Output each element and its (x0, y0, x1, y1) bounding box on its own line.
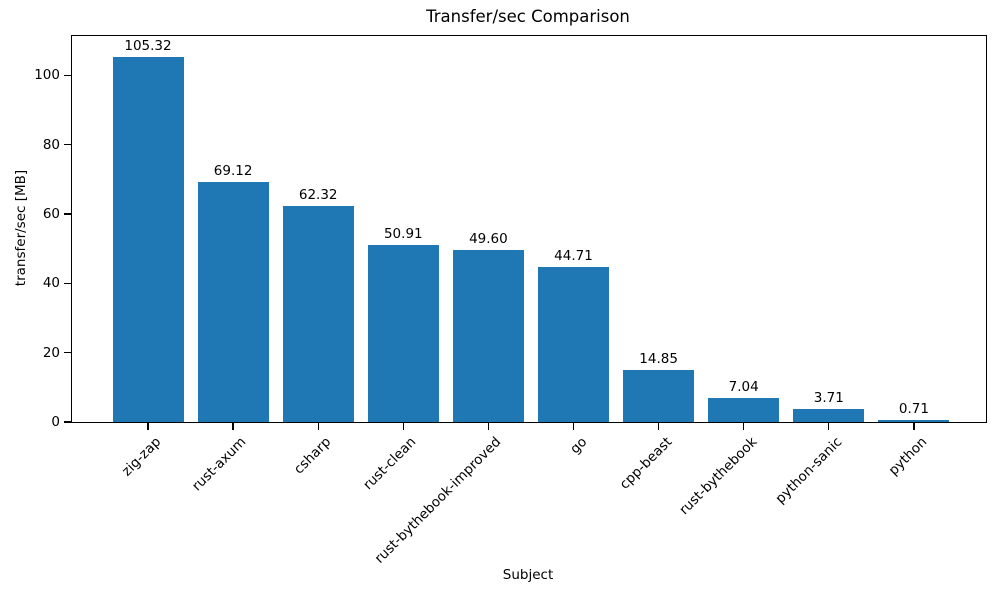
x-tick-mark (147, 423, 149, 431)
y-tick-label: 100 (34, 67, 60, 84)
x-axis-label: Subject (502, 567, 554, 583)
y-tick-mark (63, 421, 71, 423)
bar-go (538, 266, 609, 422)
bar-python-sanic (793, 409, 865, 422)
x-tick-mark (828, 423, 830, 431)
bar-value-label: 62.32 (298, 186, 338, 203)
x-tick-label: rust-bythebook-improved (372, 434, 505, 567)
bar-rust-clean (367, 245, 439, 422)
bar-value-label: 7.04 (728, 378, 759, 395)
x-tick-label: go (566, 434, 590, 458)
x-tick-label: python-sanic (772, 434, 846, 507)
bar-rust-bythebook (708, 397, 780, 422)
x-tick-mark (743, 423, 745, 431)
x-tick-label: cpp-beast (616, 434, 675, 493)
y-tick-label: 80 (42, 136, 60, 153)
x-tick-mark (317, 423, 319, 431)
x-tick-label: rust-axum (189, 434, 250, 495)
x-tick-mark (402, 423, 404, 431)
bar-csharp (282, 205, 354, 422)
bar-value-label: 50.91 (383, 226, 423, 243)
y-tick-mark (63, 143, 71, 146)
bar-rust-axum (197, 182, 269, 422)
x-tick-label: csharp (291, 434, 335, 478)
x-tick-label: rust-clean (360, 434, 420, 494)
x-tick-label: rust-bythebook (675, 434, 761, 519)
bar-value-label: 69.12 (213, 163, 253, 180)
bar-python (878, 419, 950, 422)
bar-value-label: 3.71 (813, 390, 844, 407)
y-tick-mark (63, 213, 71, 215)
bar-value-label: 14.85 (639, 351, 678, 368)
bar-zig-zap (112, 56, 184, 422)
bar-rust-bythebook-improved (452, 249, 524, 422)
bar-value-label: 0.71 (898, 400, 929, 417)
chart-title: Transfer/sec Comparison (426, 7, 630, 26)
y-tick-label: 40 (42, 275, 60, 292)
x-tick-mark (572, 423, 575, 431)
bar-value-label: 44.71 (554, 247, 593, 264)
x-tick-label: python (885, 434, 931, 479)
y-tick-label: 60 (42, 205, 60, 222)
y-tick-mark (63, 74, 71, 76)
x-tick-label: zig-zap (118, 434, 165, 480)
bar-value-label: 105.32 (124, 37, 172, 54)
y-tick-mark (63, 282, 71, 284)
bar-value-label: 49.60 (469, 230, 508, 247)
x-tick-mark (657, 423, 660, 431)
y-tick-label: 0 (51, 414, 60, 430)
x-tick-mark (487, 423, 490, 431)
x-tick-mark (232, 423, 234, 431)
bar-cpp-beast (623, 370, 695, 422)
y-tick-label: 20 (42, 344, 60, 361)
plot-area: 0 20 40 60 80 100 105.32 zig-zap 69.12 rust-axum 6… (34, 35, 987, 567)
y-tick-mark (63, 351, 71, 354)
x-tick-mark (913, 423, 915, 431)
